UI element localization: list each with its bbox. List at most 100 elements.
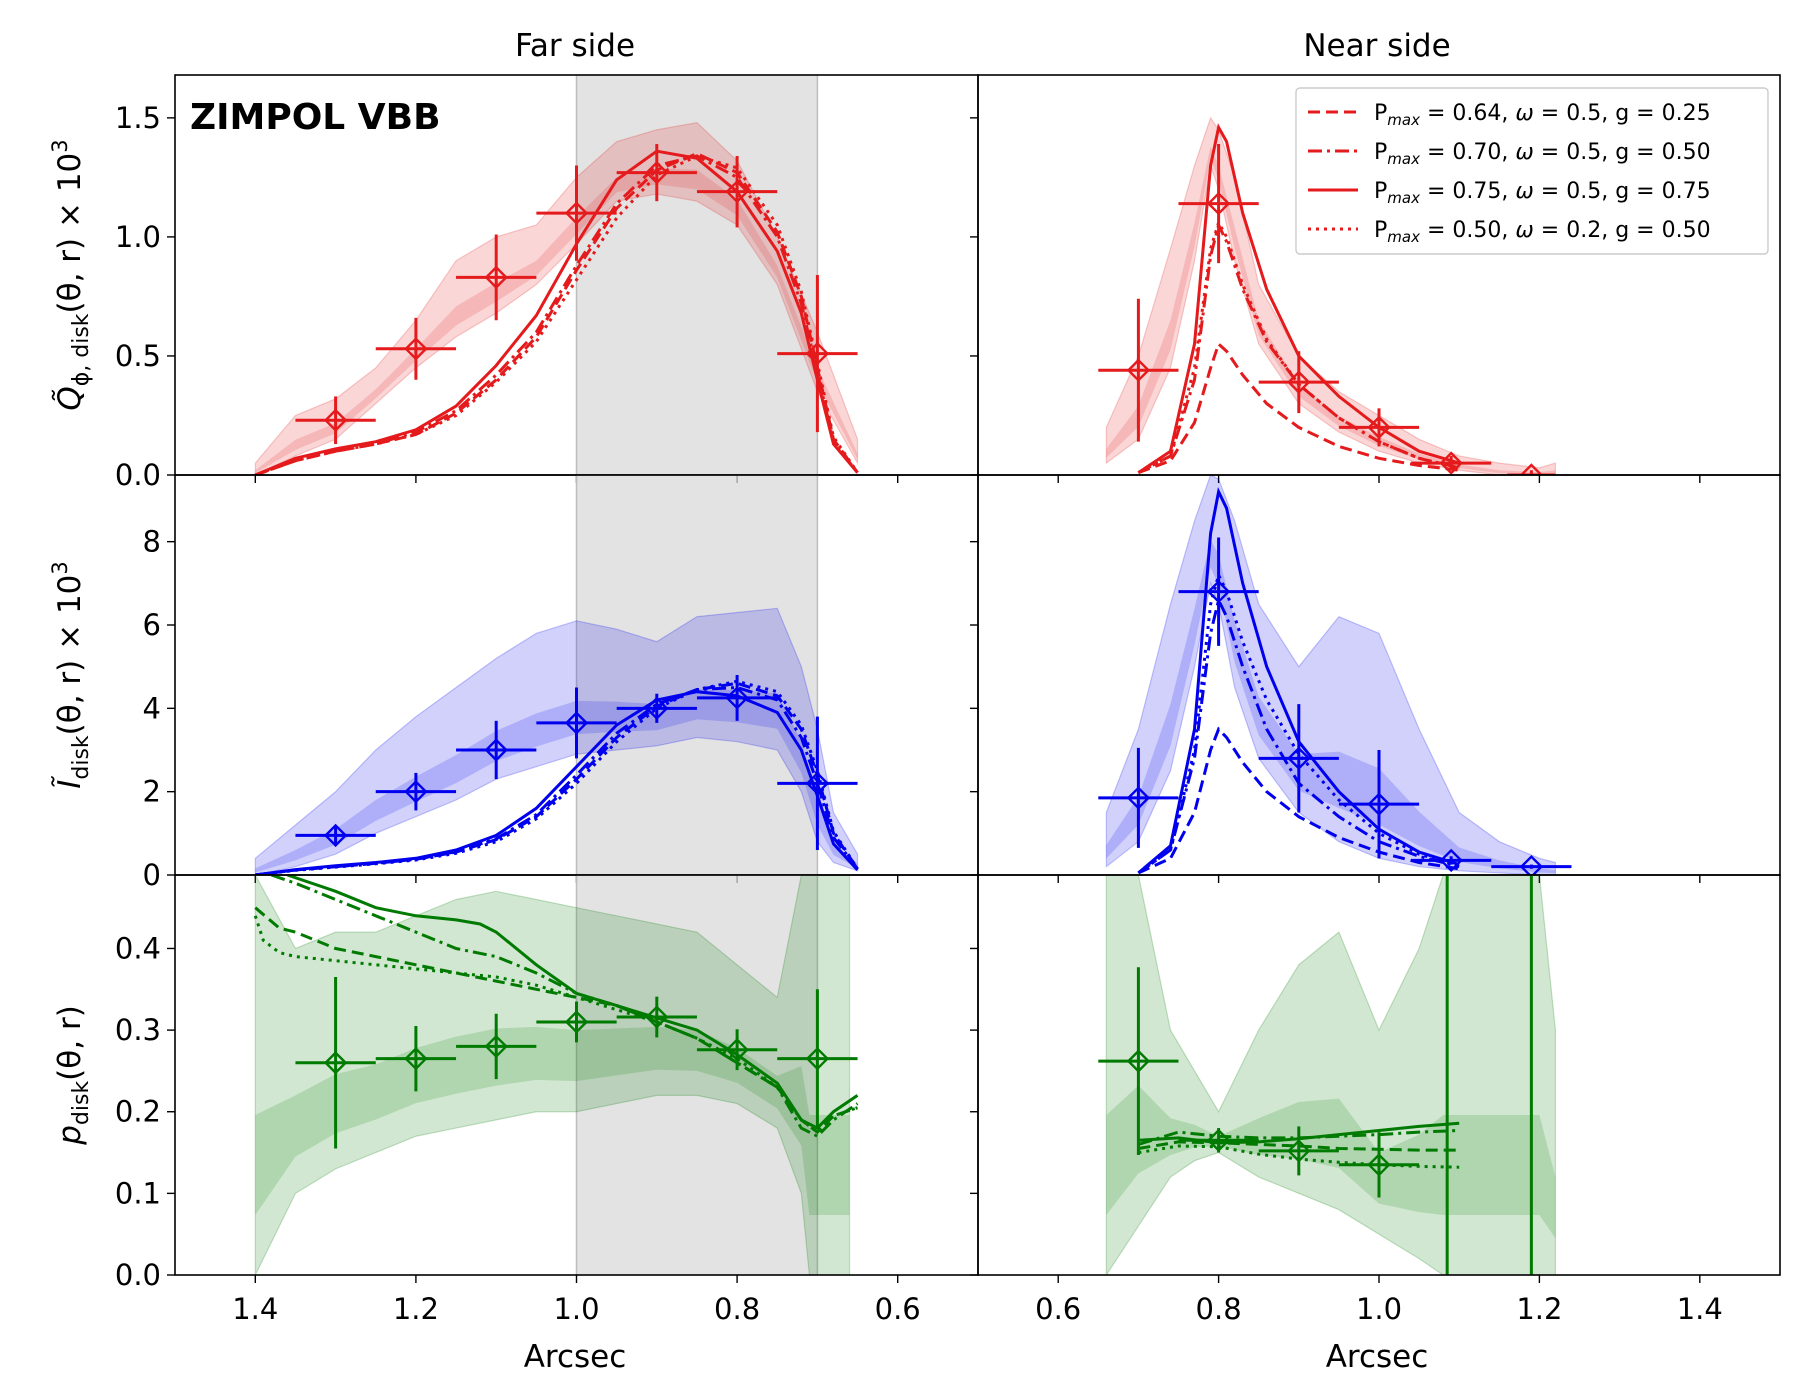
y-tick-label: 0.1 [115, 1176, 161, 1210]
y-tick-label: 0.0 [115, 1258, 161, 1292]
legend-pmax-value: = 0.75, [1420, 179, 1515, 204]
zimpol-badge: ZIMPOL VBB [190, 97, 441, 138]
panel-near-side-qphi [970, 74, 1781, 483]
legend-rest: = 0.2, g = 0.50 [1534, 218, 1711, 243]
model-line-dashdot [254, 154, 859, 475]
y-axis-label-rest: (θ, r) × 10 [52, 153, 88, 314]
diamond-marker [1519, 463, 1544, 475]
diamond-marker [1439, 848, 1463, 873]
panel-near-side-polarization: 0.6 0.8 1.0 1.2 1.4 [970, 874, 1781, 1326]
diamond-marker [1287, 370, 1311, 394]
y-tick-label: 6 [143, 608, 161, 642]
left-column-title: Far side [515, 28, 635, 64]
y-axis-label-sup: 3 [48, 139, 72, 152]
legend-omega: ω [1515, 140, 1533, 165]
legend-label: Pmax = 0.50, ω = 0.2, g = 0.50 [1374, 218, 1711, 246]
x-tick-label: 0.8 [714, 1292, 760, 1326]
data-point [1098, 298, 1179, 442]
plot-area [1098, 875, 1557, 1275]
model-line-dotted [253, 915, 858, 1135]
data-point [1178, 1128, 1259, 1153]
diamond-marker [1206, 1128, 1231, 1153]
data-point [1098, 747, 1179, 848]
x-tick-label: 1.0 [1356, 1292, 1402, 1326]
data-point [696, 155, 778, 228]
diamond-marker [1519, 854, 1544, 875]
y-tick-label: 8 [143, 525, 161, 559]
data-point [456, 234, 537, 321]
uncertainty-band-core [255, 1026, 850, 1215]
x-tick-label: 0.6 [1035, 1292, 1081, 1326]
y-axis-label-sub: ϕ, disk [69, 313, 94, 386]
diamond-marker [323, 1051, 348, 1075]
data-point [616, 996, 697, 1038]
y-axis-label: pdisk(θ, r) [52, 1005, 94, 1146]
diamond-marker [645, 1005, 669, 1029]
tick-group: 1.4 1.2 1.0 0.8 0.6 0.0 0.1 0.2 0.3 0.4 [115, 931, 921, 1326]
plot-area [254, 75, 859, 475]
data-point [536, 165, 617, 261]
panel-near-side-intensity [970, 474, 1781, 883]
data-point [616, 693, 697, 723]
data-point [696, 1029, 778, 1071]
uncertainty-band [254, 121, 859, 475]
data-point [1491, 854, 1572, 875]
right-x-axis-label: Arcsec [1326, 1339, 1429, 1375]
diamond-marker [1367, 1153, 1391, 1177]
diamond-marker [1206, 191, 1231, 216]
y-axis-label: Q̃ϕ, disk(θ, r) × 103 [48, 139, 94, 410]
y-axis-label: Ĩdisk(θ, r) × 103 [48, 561, 94, 789]
y-tick-label: 0.5 [115, 339, 161, 373]
data-point [295, 977, 376, 1149]
data-point [1178, 144, 1259, 264]
diamond-marker [1206, 579, 1231, 604]
data-point [1411, 848, 1492, 873]
uncertainty-band [1105, 475, 1557, 875]
diamond-marker [404, 337, 428, 361]
x-tick-label: 1.0 [553, 1292, 599, 1326]
left-x-axis-label: Arcsec [524, 1339, 627, 1375]
y-axis-label-main: Q̃ [52, 386, 88, 410]
data-point [696, 675, 778, 721]
diamond-marker [645, 696, 669, 721]
data-point [777, 275, 858, 433]
data-point [1338, 1132, 1420, 1198]
x-tick-label: 1.4 [232, 1292, 278, 1326]
data-point [616, 144, 697, 202]
y-tick-label: 2 [143, 775, 161, 809]
legend-pmax-value: = 0.64, [1420, 101, 1515, 126]
y-tick-label: 0.2 [115, 1095, 161, 1129]
uncertainty-band [1105, 116, 1557, 475]
diamond-marker [805, 771, 830, 796]
data-point [1411, 451, 1492, 475]
legend-pmax-value: = 0.70, [1420, 140, 1515, 165]
y-axis-label-sup: 3 [48, 561, 72, 574]
data-point [777, 716, 858, 850]
diamond-marker [404, 1046, 428, 1071]
x-tick-label: 0.8 [1196, 1292, 1242, 1326]
data-point [1338, 408, 1420, 447]
data-point [536, 687, 617, 759]
plot-area [1098, 116, 1557, 475]
panels: 0.00.51.01.5Q̃ϕ, disk(θ, r) × 10302468Ĩd… [48, 74, 1781, 1326]
diamond-marker [323, 823, 348, 848]
diamond-marker [725, 1037, 749, 1062]
diamond-marker [1126, 1049, 1151, 1073]
model-line-dashdot [270, 875, 859, 1139]
diamond-marker [645, 160, 669, 185]
data-point [456, 1013, 537, 1080]
data-point [1178, 537, 1259, 646]
model-line-dashed [1138, 1140, 1460, 1152]
y-tick-label: 0.3 [115, 1013, 161, 1047]
diamond-marker [1367, 415, 1391, 440]
plot-area [254, 475, 859, 875]
panel-far-side-intensity: 0 2 4 6 8 Ĩdisk(θ, r) × 103 [48, 474, 979, 892]
diamond-marker [1367, 792, 1391, 816]
y-axis-label-sub: disk [69, 1081, 94, 1126]
data-point [295, 396, 376, 445]
data-point [295, 823, 376, 848]
diamond-marker [805, 341, 830, 366]
legend-rest: = 0.5, g = 0.25 [1534, 101, 1711, 126]
y-tick-label: 1.0 [115, 220, 161, 254]
